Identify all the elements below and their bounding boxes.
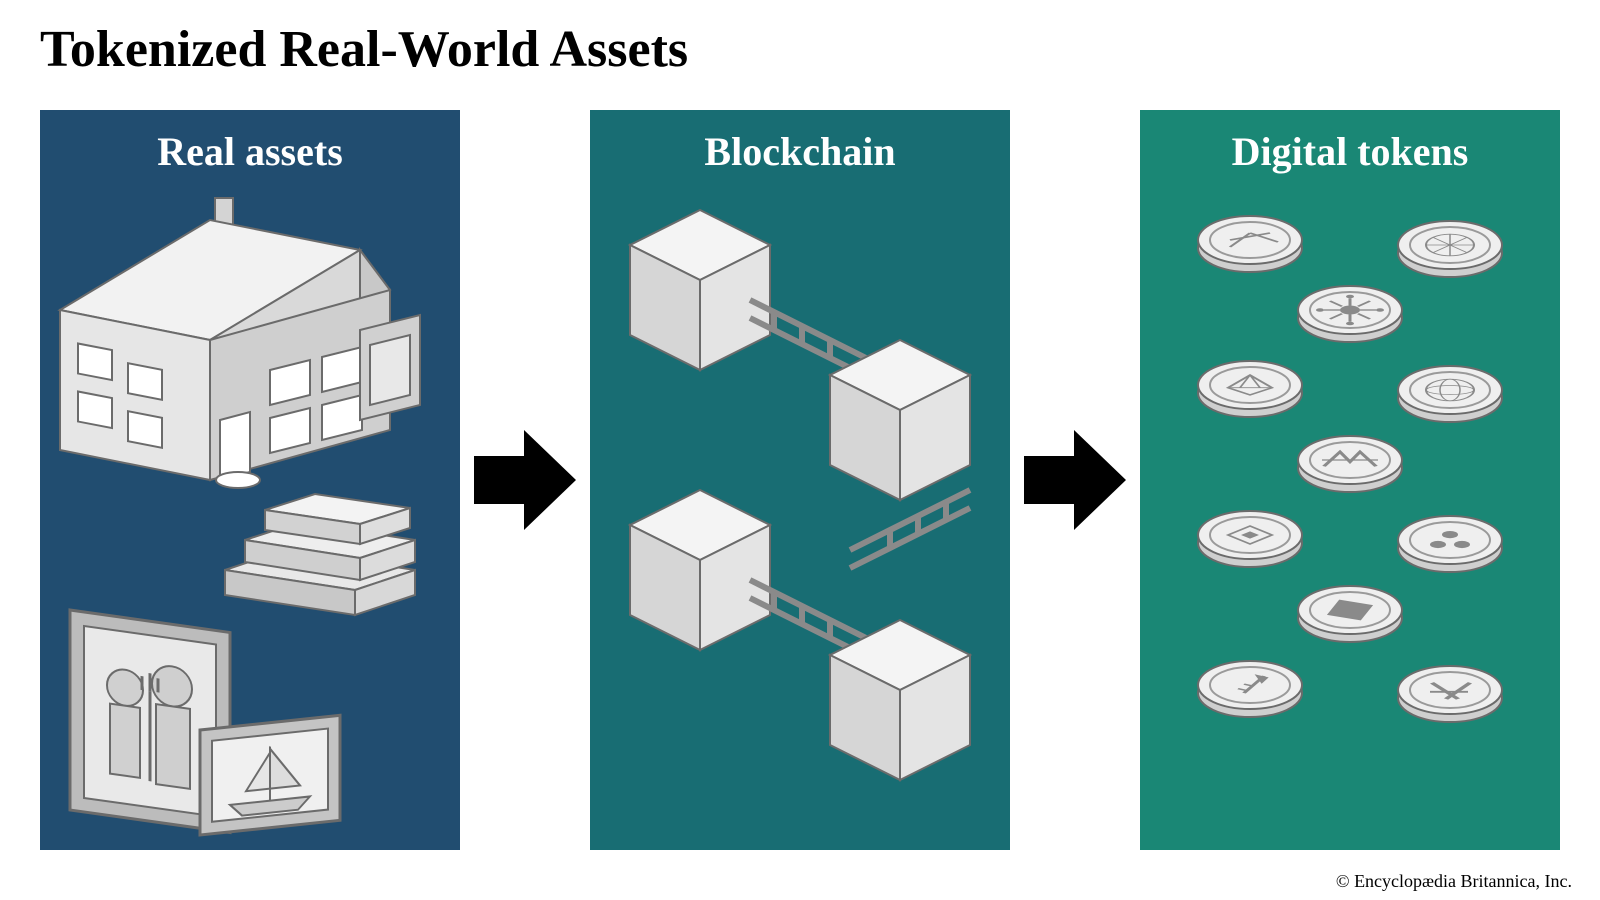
crypto-coin-icon bbox=[1198, 661, 1302, 717]
panel-real-assets: Real assets bbox=[40, 110, 460, 850]
crypto-coin-icon bbox=[1198, 361, 1302, 417]
copyright-credit: © Encyclopædia Britannica, Inc. bbox=[1336, 871, 1572, 892]
gold-bars-icon bbox=[225, 494, 415, 615]
panel-title-digital-tokens: Digital tokens bbox=[1140, 128, 1560, 175]
panel-digital-tokens: Digital tokens bbox=[1140, 110, 1560, 850]
panel-title-real-assets: Real assets bbox=[40, 128, 460, 175]
crypto-coin-icon bbox=[1298, 436, 1402, 492]
arrow-1 bbox=[470, 110, 580, 850]
paintings-icon bbox=[70, 610, 340, 835]
crypto-coin-icon bbox=[1298, 286, 1402, 342]
crypto-coin-icon bbox=[1298, 586, 1402, 642]
block-cube-icon bbox=[830, 340, 970, 500]
page-title: Tokenized Real-World Assets bbox=[40, 20, 688, 79]
chain-link-icon bbox=[850, 490, 970, 568]
crypto-coin-icon bbox=[1398, 221, 1502, 277]
arrow-right-icon bbox=[470, 420, 580, 540]
blockchain-illustration bbox=[590, 190, 1010, 850]
block-cube-icon bbox=[630, 490, 770, 650]
panel-title-blockchain: Blockchain bbox=[590, 128, 1010, 175]
arrow-right-icon bbox=[1020, 420, 1130, 540]
crypto-coin-icon bbox=[1398, 516, 1502, 572]
digital-tokens-illustration bbox=[1140, 190, 1560, 850]
panel-blockchain: Blockchain bbox=[590, 110, 1010, 850]
crypto-coin-icon bbox=[1398, 366, 1502, 422]
block-cube-icon bbox=[630, 210, 770, 370]
crypto-coin-icon bbox=[1198, 511, 1302, 567]
real-assets-illustration bbox=[40, 190, 460, 850]
panels-row: Real assets bbox=[40, 110, 1560, 850]
crypto-coin-icon bbox=[1398, 666, 1502, 722]
crypto-coin-icon bbox=[1198, 216, 1302, 272]
house-icon bbox=[60, 198, 420, 488]
block-cube-icon bbox=[830, 620, 970, 780]
arrow-2 bbox=[1020, 110, 1130, 850]
